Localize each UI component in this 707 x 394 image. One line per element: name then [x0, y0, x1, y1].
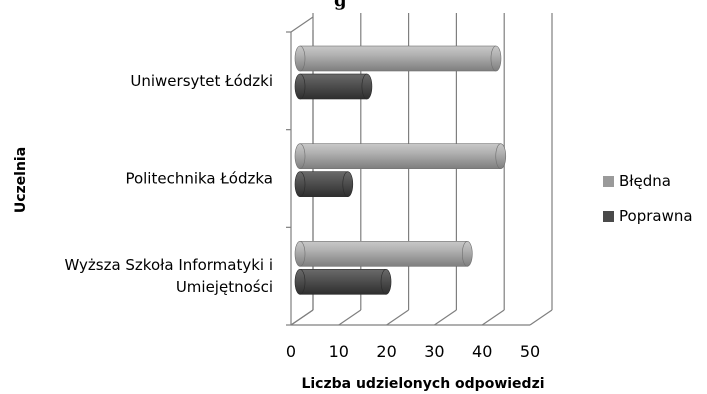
gridline-floor [529, 309, 553, 326]
category-labels: Uniwersytet Łódzki Politechnika Łódzka Wyż… [64, 72, 273, 296]
category-label: Politechnika Łódzka [125, 170, 273, 188]
bar-poprawna [294, 171, 354, 197]
legend-label: Poprawna [619, 207, 693, 225]
bar-bledna [294, 241, 473, 267]
x-tick-label: 50 [520, 342, 540, 361]
x-tick-label: 0 [286, 342, 296, 361]
legend-swatch [603, 176, 614, 187]
bar-bledna [294, 143, 507, 169]
gridline-floor [338, 309, 362, 326]
category-label: Umiejętności [176, 278, 273, 296]
bar-bledna [294, 45, 502, 72]
gridline-floor [434, 309, 457, 326]
x-axis-title: Liczba udzielonych odpowiedzi [301, 376, 544, 392]
gridline-floor [386, 309, 409, 326]
legend-swatch [603, 211, 614, 222]
x-tick-label: 40 [472, 342, 492, 361]
left-wall-top-edge [290, 16, 314, 33]
bar-poprawna [294, 73, 373, 100]
category-label: Uniwersytet Łódzki [130, 72, 273, 90]
bars [294, 45, 507, 295]
x-tick-label: 30 [424, 342, 444, 361]
legend-item: Błędna [603, 172, 671, 190]
chart-title-fragment: g [334, 0, 347, 11]
legend-item: Poprawna [603, 207, 693, 225]
legend: Błędna Poprawna [603, 172, 693, 225]
bar-poprawna [294, 269, 392, 295]
legend-label: Błędna [619, 172, 671, 190]
x-tick-label: 10 [329, 342, 349, 361]
gridline-floor [290, 309, 314, 326]
x-tick-label: 20 [376, 342, 396, 361]
y-axis-title: Uczelnia [13, 147, 29, 213]
category-label: Wyższa Szkoła Informatyki i [64, 256, 273, 274]
gridline-floor [481, 309, 505, 326]
x-tick-labels: 0 10 20 30 40 50 [286, 342, 540, 361]
